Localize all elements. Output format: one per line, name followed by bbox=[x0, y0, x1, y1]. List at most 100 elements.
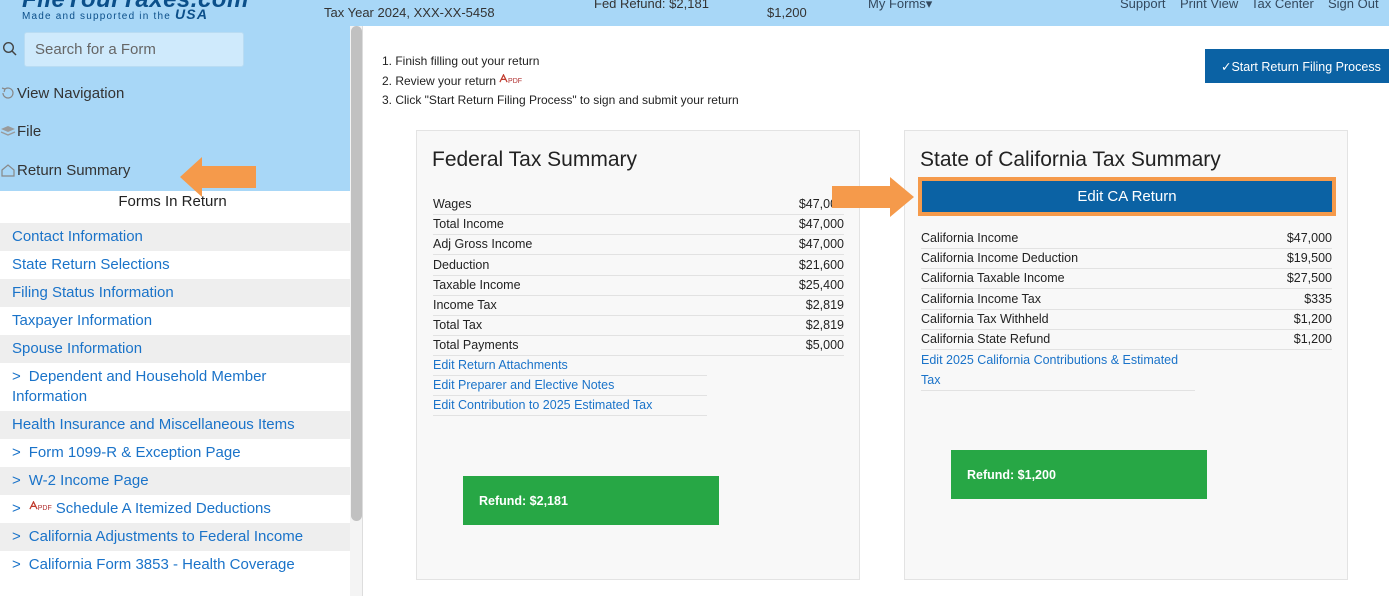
federal-summary-row-label: Adj Gross Income bbox=[433, 237, 533, 252]
logo-usa: USA bbox=[174, 6, 209, 22]
form-item-taxpayer-information[interactable]: Taxpayer Information bbox=[0, 307, 350, 335]
federal-summary-row: Total Tax $2,819 bbox=[433, 316, 844, 337]
state-summary-row-label: California Income Tax bbox=[921, 291, 1041, 306]
state-summary-row-label: California Taxable Income bbox=[921, 271, 1065, 286]
federal-summary-row-label: Income Tax bbox=[433, 298, 497, 312]
federal-summary-row-value: $21,600 bbox=[798, 257, 844, 272]
file-label: File bbox=[17, 122, 42, 140]
state-summary-row-label: California Income bbox=[921, 231, 1019, 245]
edit-preparer-notes-link[interactable]: Edit Preparer and Elective Notes bbox=[433, 375, 707, 396]
federal-summary-row-value: $25,400 bbox=[798, 277, 844, 292]
pdf-label: PDF bbox=[37, 505, 52, 513]
federal-summary-title: Federal Tax Summary bbox=[432, 148, 638, 171]
federal-summary-row-label: Total Tax bbox=[433, 318, 483, 333]
annotation-arrow-right-icon bbox=[832, 177, 914, 217]
filing-instructions: 1. Finish filling out your return 2. Rev… bbox=[382, 52, 739, 111]
form-item-label: Dependent and Household Member Informati… bbox=[12, 368, 267, 405]
form-item-filing-status[interactable]: Filing Status Information bbox=[0, 279, 350, 307]
federal-summary-row-label: Total Payments bbox=[433, 338, 519, 353]
federal-summary-row: Income Tax $2,819 bbox=[433, 296, 844, 316]
my-forms-menu[interactable]: My Forms▾ bbox=[868, 0, 933, 11]
form-item-w2-income[interactable]: > W-2 Income Page bbox=[0, 467, 350, 495]
form-item-ca-3853[interactable]: > California Form 3853 - Health Coverage bbox=[0, 551, 350, 579]
state-summary-row-value: $27,500 bbox=[1286, 271, 1332, 286]
instruction-step-2-text: 2. Review your return bbox=[382, 73, 497, 88]
view-navigation-item[interactable]: View Navigation bbox=[0, 81, 124, 105]
search-icon[interactable] bbox=[2, 41, 18, 57]
acrobat-icon bbox=[499, 73, 508, 82]
form-item-state-return-selections[interactable]: State Return Selections bbox=[0, 251, 350, 279]
form-item-label: Form 1099-R & Exception Page bbox=[28, 444, 241, 461]
form-item-contact-information[interactable]: Contact Information bbox=[0, 223, 350, 251]
file-item[interactable]: File bbox=[0, 119, 41, 143]
forms-in-return-heading: Forms In Return bbox=[118, 193, 227, 210]
federal-summary-row-value: $2,819 bbox=[805, 318, 844, 333]
instruction-step-2: 2. Review your return PDF bbox=[382, 72, 739, 92]
federal-summary-row: Total Income $47,000 bbox=[433, 215, 844, 236]
state-refund-status: $1,200 bbox=[767, 5, 807, 20]
federal-summary-row: Total Payments $5,000 bbox=[433, 336, 844, 357]
pdf-icon[interactable]: PDF bbox=[29, 499, 52, 519]
state-summary-row-value: $47,000 bbox=[1286, 231, 1332, 245]
edit-contribution-estimated-tax-link[interactable]: Edit Contribution to 2025 Estimated Tax bbox=[433, 395, 707, 416]
chevron-right-icon: > bbox=[12, 472, 21, 489]
state-summary-row-value: $19,500 bbox=[1286, 251, 1332, 266]
form-item-1099r[interactable]: > Form 1099-R & Exception Page bbox=[0, 439, 350, 467]
tax-center-link[interactable]: Tax Center bbox=[1251, 0, 1314, 11]
pdf-icon[interactable]: PDF bbox=[499, 72, 522, 92]
annotation-arrow-left-icon bbox=[180, 157, 256, 197]
federal-summary-row-label: Wages bbox=[433, 197, 472, 211]
return-summary-label: Return Summary bbox=[17, 161, 131, 179]
chevron-right-icon: > bbox=[12, 528, 21, 546]
federal-refund-box: Refund: $2,181 bbox=[463, 476, 719, 525]
form-item-dependent-household[interactable]: > Dependent and Household Member Informat… bbox=[0, 363, 350, 411]
state-summary-title: State of California Tax Summary bbox=[920, 148, 1221, 171]
print-view-link[interactable]: Print View bbox=[1180, 0, 1239, 11]
edit-return-attachments-link[interactable]: Edit Return Attachments bbox=[433, 355, 707, 376]
form-item-schedule-a[interactable]: > PDF Schedule A Itemized Deductions bbox=[0, 495, 350, 523]
sidebar: View Navigation File Return Summary Form… bbox=[0, 26, 363, 596]
state-summary-row: California Income Tax $335 bbox=[921, 290, 1332, 310]
form-item-label: Filing Status Information bbox=[12, 284, 174, 301]
form-item-label: Taxpayer Information bbox=[12, 312, 153, 329]
state-summary-row: California Income Deduction $19,500 bbox=[921, 249, 1332, 270]
state-summary-row-value: $1,200 bbox=[1293, 332, 1332, 346]
form-search bbox=[0, 32, 350, 68]
federal-summary-row: Taxable Income $25,400 bbox=[433, 276, 844, 296]
federal-summary-row: Adj Gross Income $47,000 bbox=[433, 235, 844, 256]
start-return-filing-button[interactable]: ✓Start Return Filing Process bbox=[1205, 49, 1389, 83]
form-item-label: Health Insurance and Miscellaneous Items bbox=[12, 416, 295, 433]
logo-tagline: Made and supported in the USA bbox=[22, 6, 208, 22]
state-summary-row-label: California State Refund bbox=[921, 332, 1051, 346]
federal-summary-row-value: $47,000 bbox=[798, 217, 844, 232]
federal-summary-row: Wages $47,000 bbox=[433, 195, 844, 215]
return-summary-item[interactable]: Return Summary bbox=[0, 158, 130, 182]
edit-ca-contributions-link[interactable]: Edit 2025 California Contributions & Est… bbox=[921, 350, 1195, 391]
form-item-label: Spouse Information bbox=[12, 340, 143, 357]
federal-summary-row: Deduction $21,600 bbox=[433, 256, 844, 276]
fed-refund-status: Fed Refund: $2,181 bbox=[594, 0, 709, 11]
home-icon bbox=[1, 164, 15, 177]
federal-summary-row-value: $47,000 bbox=[798, 237, 844, 252]
chevron-right-icon: > bbox=[12, 500, 21, 517]
pdf-label: PDF bbox=[508, 77, 523, 85]
form-item-health-insurance[interactable]: Health Insurance and Miscellaneous Items bbox=[0, 411, 350, 439]
form-item-ca-adjustments[interactable]: > California Adjustments to Federal Incom… bbox=[0, 523, 350, 552]
search-input[interactable] bbox=[24, 32, 244, 67]
acrobat-icon bbox=[29, 500, 38, 510]
form-item-label: Schedule A Itemized Deductions bbox=[55, 500, 271, 517]
support-link[interactable]: Support bbox=[1120, 0, 1166, 11]
state-summary-row: California Income $47,000 bbox=[921, 229, 1332, 249]
edit-ca-highlight bbox=[918, 177, 1336, 216]
federal-summary-row-label: Taxable Income bbox=[433, 277, 521, 292]
state-refund-box: Refund: $1,200 bbox=[951, 450, 1207, 499]
state-summary-row-label: California Tax Withheld bbox=[921, 311, 1049, 326]
form-item-label: Contact Information bbox=[12, 228, 143, 245]
federal-summary-row-value: $2,819 bbox=[805, 298, 844, 312]
site-logo[interactable]: FileYourTaxes.com bbox=[22, 0, 249, 14]
state-summary-row: California Tax Withheld $1,200 bbox=[921, 310, 1332, 330]
sidebar-scrollbar-thumb[interactable] bbox=[351, 26, 362, 521]
form-item-spouse-information[interactable]: Spouse Information bbox=[0, 335, 350, 363]
sign-out-link[interactable]: Sign Out bbox=[1328, 0, 1379, 11]
edit-ca-return-button[interactable]: Edit CA Return bbox=[922, 181, 1332, 212]
